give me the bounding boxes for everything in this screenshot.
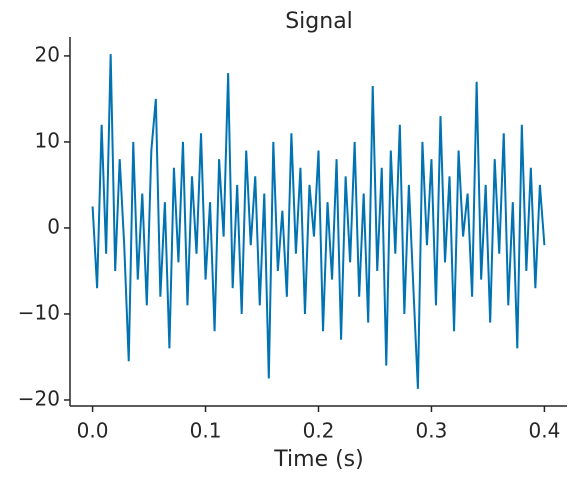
x-axis-label: Time (s) xyxy=(273,447,363,472)
y-tick-label: 0 xyxy=(47,214,60,238)
signal-line xyxy=(91,54,546,389)
x-tick-label: 0.0 xyxy=(77,419,109,443)
y-tick-label: −10 xyxy=(18,300,60,324)
chart-title: Signal xyxy=(285,9,353,34)
x-tick-label: 0.3 xyxy=(416,419,448,443)
y-tick-label: 10 xyxy=(35,128,60,152)
y-tick-label: −20 xyxy=(18,386,60,410)
x-tick-label: 0.1 xyxy=(190,419,222,443)
x-tick-label: 0.4 xyxy=(529,419,561,443)
y-tick-label: 20 xyxy=(35,42,60,66)
x-tick-label: 0.2 xyxy=(303,419,335,443)
